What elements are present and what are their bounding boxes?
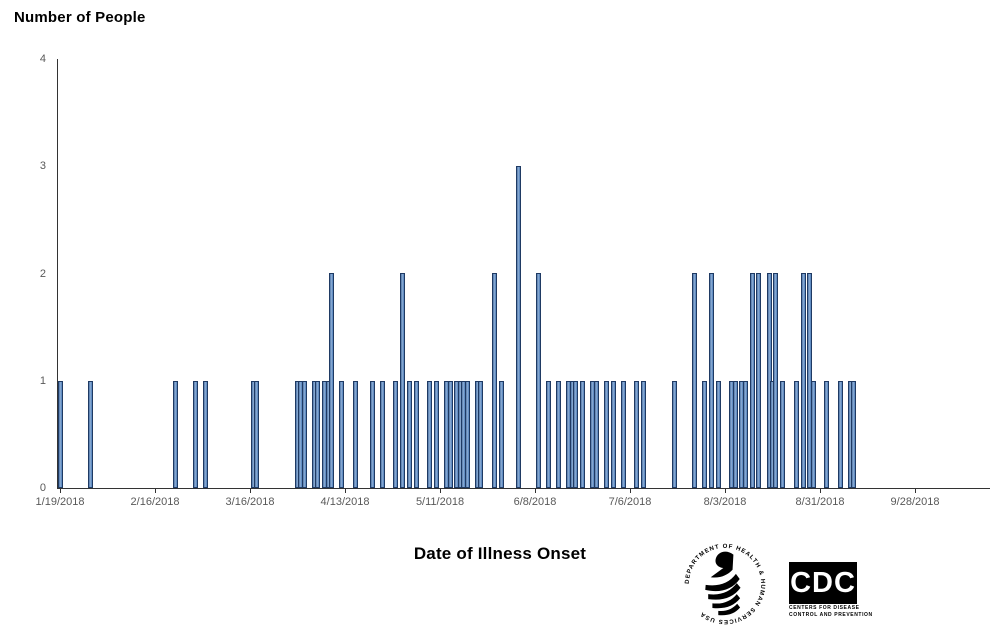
x-tick-label: 6/8/2018	[513, 496, 557, 508]
y-tick-label: 0	[39, 482, 46, 494]
case-bar	[406, 381, 412, 488]
footer-logos: DEPARTMENT OF HEALTH & HUMAN SERVICES US…	[683, 540, 873, 626]
case-bar	[379, 381, 385, 488]
cdc-logo-subtext-line2: CONTROL AND PREVENTION	[789, 612, 873, 618]
case-bar	[491, 273, 497, 488]
case-bar	[478, 381, 484, 488]
case-bar	[556, 381, 562, 488]
x-tick-mark	[440, 489, 441, 493]
hhs-eagle-icon	[705, 551, 741, 616]
x-tick-label: 7/6/2018	[608, 496, 652, 508]
cdc-logo-subtext-line1: CENTERS FOR DISEASE	[789, 605, 860, 611]
case-bar	[810, 381, 816, 488]
case-bar	[773, 273, 779, 488]
x-tick-mark	[155, 489, 156, 493]
case-bar	[766, 273, 772, 488]
case-bar	[732, 381, 738, 488]
case-bar	[593, 381, 599, 488]
case-bar	[339, 381, 345, 488]
x-tick-mark	[60, 489, 61, 493]
cdc-logo-box: CDC	[789, 562, 857, 604]
y-tick-label: 4	[39, 53, 46, 65]
case-bar	[315, 381, 321, 488]
case-bar	[573, 381, 579, 488]
case-bar	[193, 381, 199, 488]
case-bar	[254, 381, 260, 488]
case-bar	[641, 381, 647, 488]
chart-title: Number of People	[14, 9, 146, 26]
case-bar	[172, 381, 178, 488]
x-tick-label: 8/31/2018	[795, 496, 845, 508]
case-bar	[546, 381, 552, 488]
case-bar	[610, 381, 616, 488]
case-bar	[742, 381, 748, 488]
case-bar	[749, 273, 755, 488]
x-tick-mark	[535, 489, 536, 493]
case-bar	[824, 381, 830, 488]
case-bar	[498, 381, 504, 488]
x-tick-label: 3/16/2018	[225, 496, 275, 508]
case-bar	[691, 273, 697, 488]
case-bar	[515, 166, 521, 488]
x-tick-mark	[250, 489, 251, 493]
y-tick-label: 2	[39, 267, 46, 280]
case-bar	[780, 381, 786, 488]
case-bar	[413, 381, 419, 488]
case-bar	[807, 273, 813, 488]
case-bar	[603, 381, 609, 488]
case-bar	[301, 381, 307, 488]
x-tick-mark	[915, 489, 916, 493]
case-bar	[57, 381, 63, 488]
case-bar	[634, 381, 640, 488]
y-axis-line	[57, 59, 58, 489]
case-bar	[715, 381, 721, 488]
x-axis-title: Date of Illness Onset	[413, 544, 587, 563]
x-tick-label: 1/19/2018	[35, 496, 85, 508]
x-tick-mark	[630, 489, 631, 493]
x-tick-mark	[345, 489, 346, 493]
case-bar	[756, 273, 762, 488]
case-bar	[400, 273, 406, 488]
case-bar	[837, 381, 843, 488]
x-tick-mark	[820, 489, 821, 493]
x-tick-label: 9/28/2018	[890, 496, 940, 508]
case-bar	[800, 273, 806, 488]
case-bar	[702, 381, 708, 488]
case-bar	[620, 381, 626, 488]
case-bar	[447, 381, 453, 488]
cdc-logo: CDC CENTERS FOR DISEASE CONTROL AND PREV…	[789, 562, 873, 618]
case-bar	[851, 381, 857, 488]
case-bar	[393, 381, 399, 488]
case-bar	[88, 381, 94, 488]
y-tick-label: 1	[39, 374, 46, 387]
case-bar	[352, 381, 358, 488]
x-tick-label: 2/16/2018	[130, 496, 180, 508]
case-bar	[671, 381, 677, 488]
case-bar	[328, 273, 334, 488]
case-bar	[793, 381, 799, 488]
case-bar	[580, 381, 585, 488]
case-bar	[203, 381, 209, 488]
case-bar	[369, 381, 375, 488]
x-tick-label: 5/11/2018	[415, 496, 465, 508]
case-bar	[464, 381, 470, 488]
x-tick-mark	[725, 489, 726, 493]
x-tick-label: 4/13/2018	[320, 496, 370, 508]
case-bar	[434, 381, 440, 488]
x-axis-line	[57, 488, 990, 489]
hhs-logo: DEPARTMENT OF HEALTH & HUMAN SERVICES US…	[685, 544, 764, 624]
x-tick-label: 8/3/2018	[703, 496, 747, 508]
case-bar	[708, 273, 714, 488]
case-bar	[427, 381, 433, 488]
case-bar	[535, 273, 541, 488]
y-tick-label: 3	[39, 160, 46, 173]
